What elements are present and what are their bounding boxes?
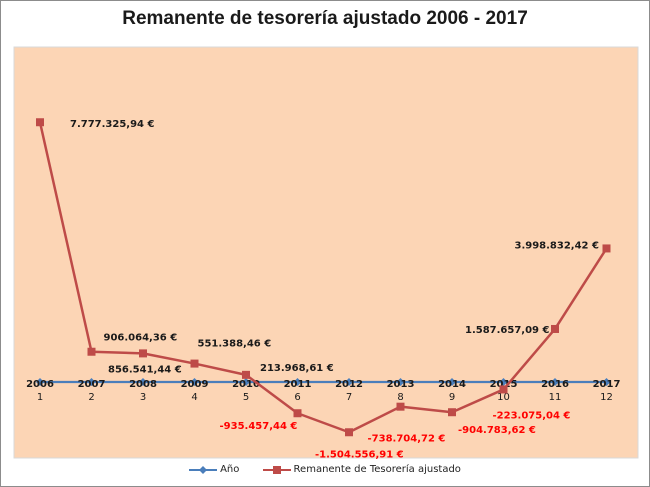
series-ano-data-label: 2006 bbox=[26, 379, 54, 390]
x-tick-label: 10 bbox=[497, 392, 510, 403]
series-remanente-point bbox=[242, 370, 250, 379]
series-ano-data-label: 2016 bbox=[541, 379, 569, 390]
series-ano-point bbox=[602, 378, 611, 386]
series-ano-data-label: 2008 bbox=[129, 379, 157, 390]
series-remanente-point bbox=[139, 349, 147, 358]
x-tick-label: 11 bbox=[549, 392, 562, 403]
series-remanente-data-label: -904.783,62 € bbox=[458, 425, 536, 436]
series-ano-data-label: 2013 bbox=[387, 379, 415, 390]
chart-title: Remanente de tesorería ajustado 2006 - 2… bbox=[122, 8, 528, 29]
series-remanente-data-label: 3.998.832,42 € bbox=[515, 240, 600, 251]
series-remanente-point bbox=[602, 244, 611, 253]
series-remanente-point bbox=[345, 428, 353, 437]
series-remanente-data-label: 856.541,44 € bbox=[108, 364, 182, 375]
series-remanente-point bbox=[87, 347, 96, 356]
series-ano-data-label: 2011 bbox=[284, 379, 312, 390]
series-ano-point bbox=[139, 378, 147, 386]
series-remanente-point bbox=[499, 385, 508, 394]
series-remanente-data-label: 1.587.657,09 € bbox=[465, 325, 550, 336]
series-ano-data-label: 2009 bbox=[181, 379, 209, 390]
x-tick-label: 12 bbox=[600, 392, 613, 403]
series-remanente-point bbox=[448, 408, 456, 417]
series-remanente-data-label: 551.388,46 € bbox=[198, 339, 272, 350]
x-tick-label: 6 bbox=[294, 392, 300, 403]
legend-item-remanente: Remanente de Tesorería ajustado bbox=[262, 464, 461, 475]
series-remanente-point bbox=[396, 402, 405, 411]
series-remanente-data-label: 213.968,61 € bbox=[260, 363, 334, 374]
x-tick-label: 7 bbox=[346, 392, 352, 403]
series-remanente-data-label: -935.457,44 € bbox=[220, 421, 298, 432]
legend-swatch-ano bbox=[189, 465, 218, 474]
series-ano-point bbox=[87, 378, 96, 386]
series-ano-point bbox=[345, 378, 353, 386]
series-ano-point bbox=[293, 378, 302, 386]
plot-area bbox=[13, 46, 639, 459]
legend-item-ano: Año bbox=[189, 464, 239, 475]
series-ano-point bbox=[396, 378, 405, 386]
series-ano-point bbox=[448, 378, 456, 386]
series-remanente-point bbox=[36, 118, 44, 127]
x-tick-label: 2 bbox=[88, 392, 94, 403]
series-ano-data-label: 2007 bbox=[78, 379, 106, 390]
series-remanente-line bbox=[38, 121, 608, 434]
series-ano-data-label: 2017 bbox=[593, 379, 621, 390]
x-tick-label: 8 bbox=[397, 392, 403, 403]
series-ano-data-label: 2014 bbox=[438, 379, 466, 390]
x-tick-label: 9 bbox=[449, 392, 455, 403]
series-remanente-data-label: -223.075,04 € bbox=[493, 410, 571, 421]
series-ano-point bbox=[36, 378, 44, 386]
x-tick-label: 4 bbox=[191, 392, 197, 403]
x-tick-label: 5 bbox=[243, 392, 249, 403]
legend-label-ano: Año bbox=[220, 464, 240, 475]
series-remanente-point bbox=[551, 324, 559, 333]
legend-swatch-remanente bbox=[262, 465, 291, 474]
series-remanente-data-label: -1.504.556,91 € bbox=[315, 449, 404, 460]
series-ano-point bbox=[242, 378, 250, 386]
series-remanente-data-label: -738.704,72 € bbox=[368, 434, 446, 445]
x-tick-label: 1 bbox=[37, 392, 43, 403]
series-remanente-point bbox=[293, 409, 302, 418]
legend-label-remanente: Remanente de Tesorería ajustado bbox=[293, 464, 461, 475]
series-remanente-data-label: 906.064,36 € bbox=[104, 333, 178, 344]
series-ano-data-label: 2010 bbox=[232, 379, 260, 390]
series-ano-data-label: 2015 bbox=[490, 379, 518, 390]
x-tick-label: 3 bbox=[140, 392, 146, 403]
series-ano-point bbox=[551, 378, 559, 386]
series-ano-data-label: 2012 bbox=[335, 379, 363, 390]
legend: Año Remanente de Tesorería ajustado bbox=[0, 464, 650, 478]
series-remanente-point bbox=[190, 359, 199, 368]
series-remanente-data-label: 7.777.325,94 € bbox=[70, 119, 155, 130]
series-ano-point bbox=[499, 378, 508, 386]
series-ano-point bbox=[190, 378, 199, 386]
